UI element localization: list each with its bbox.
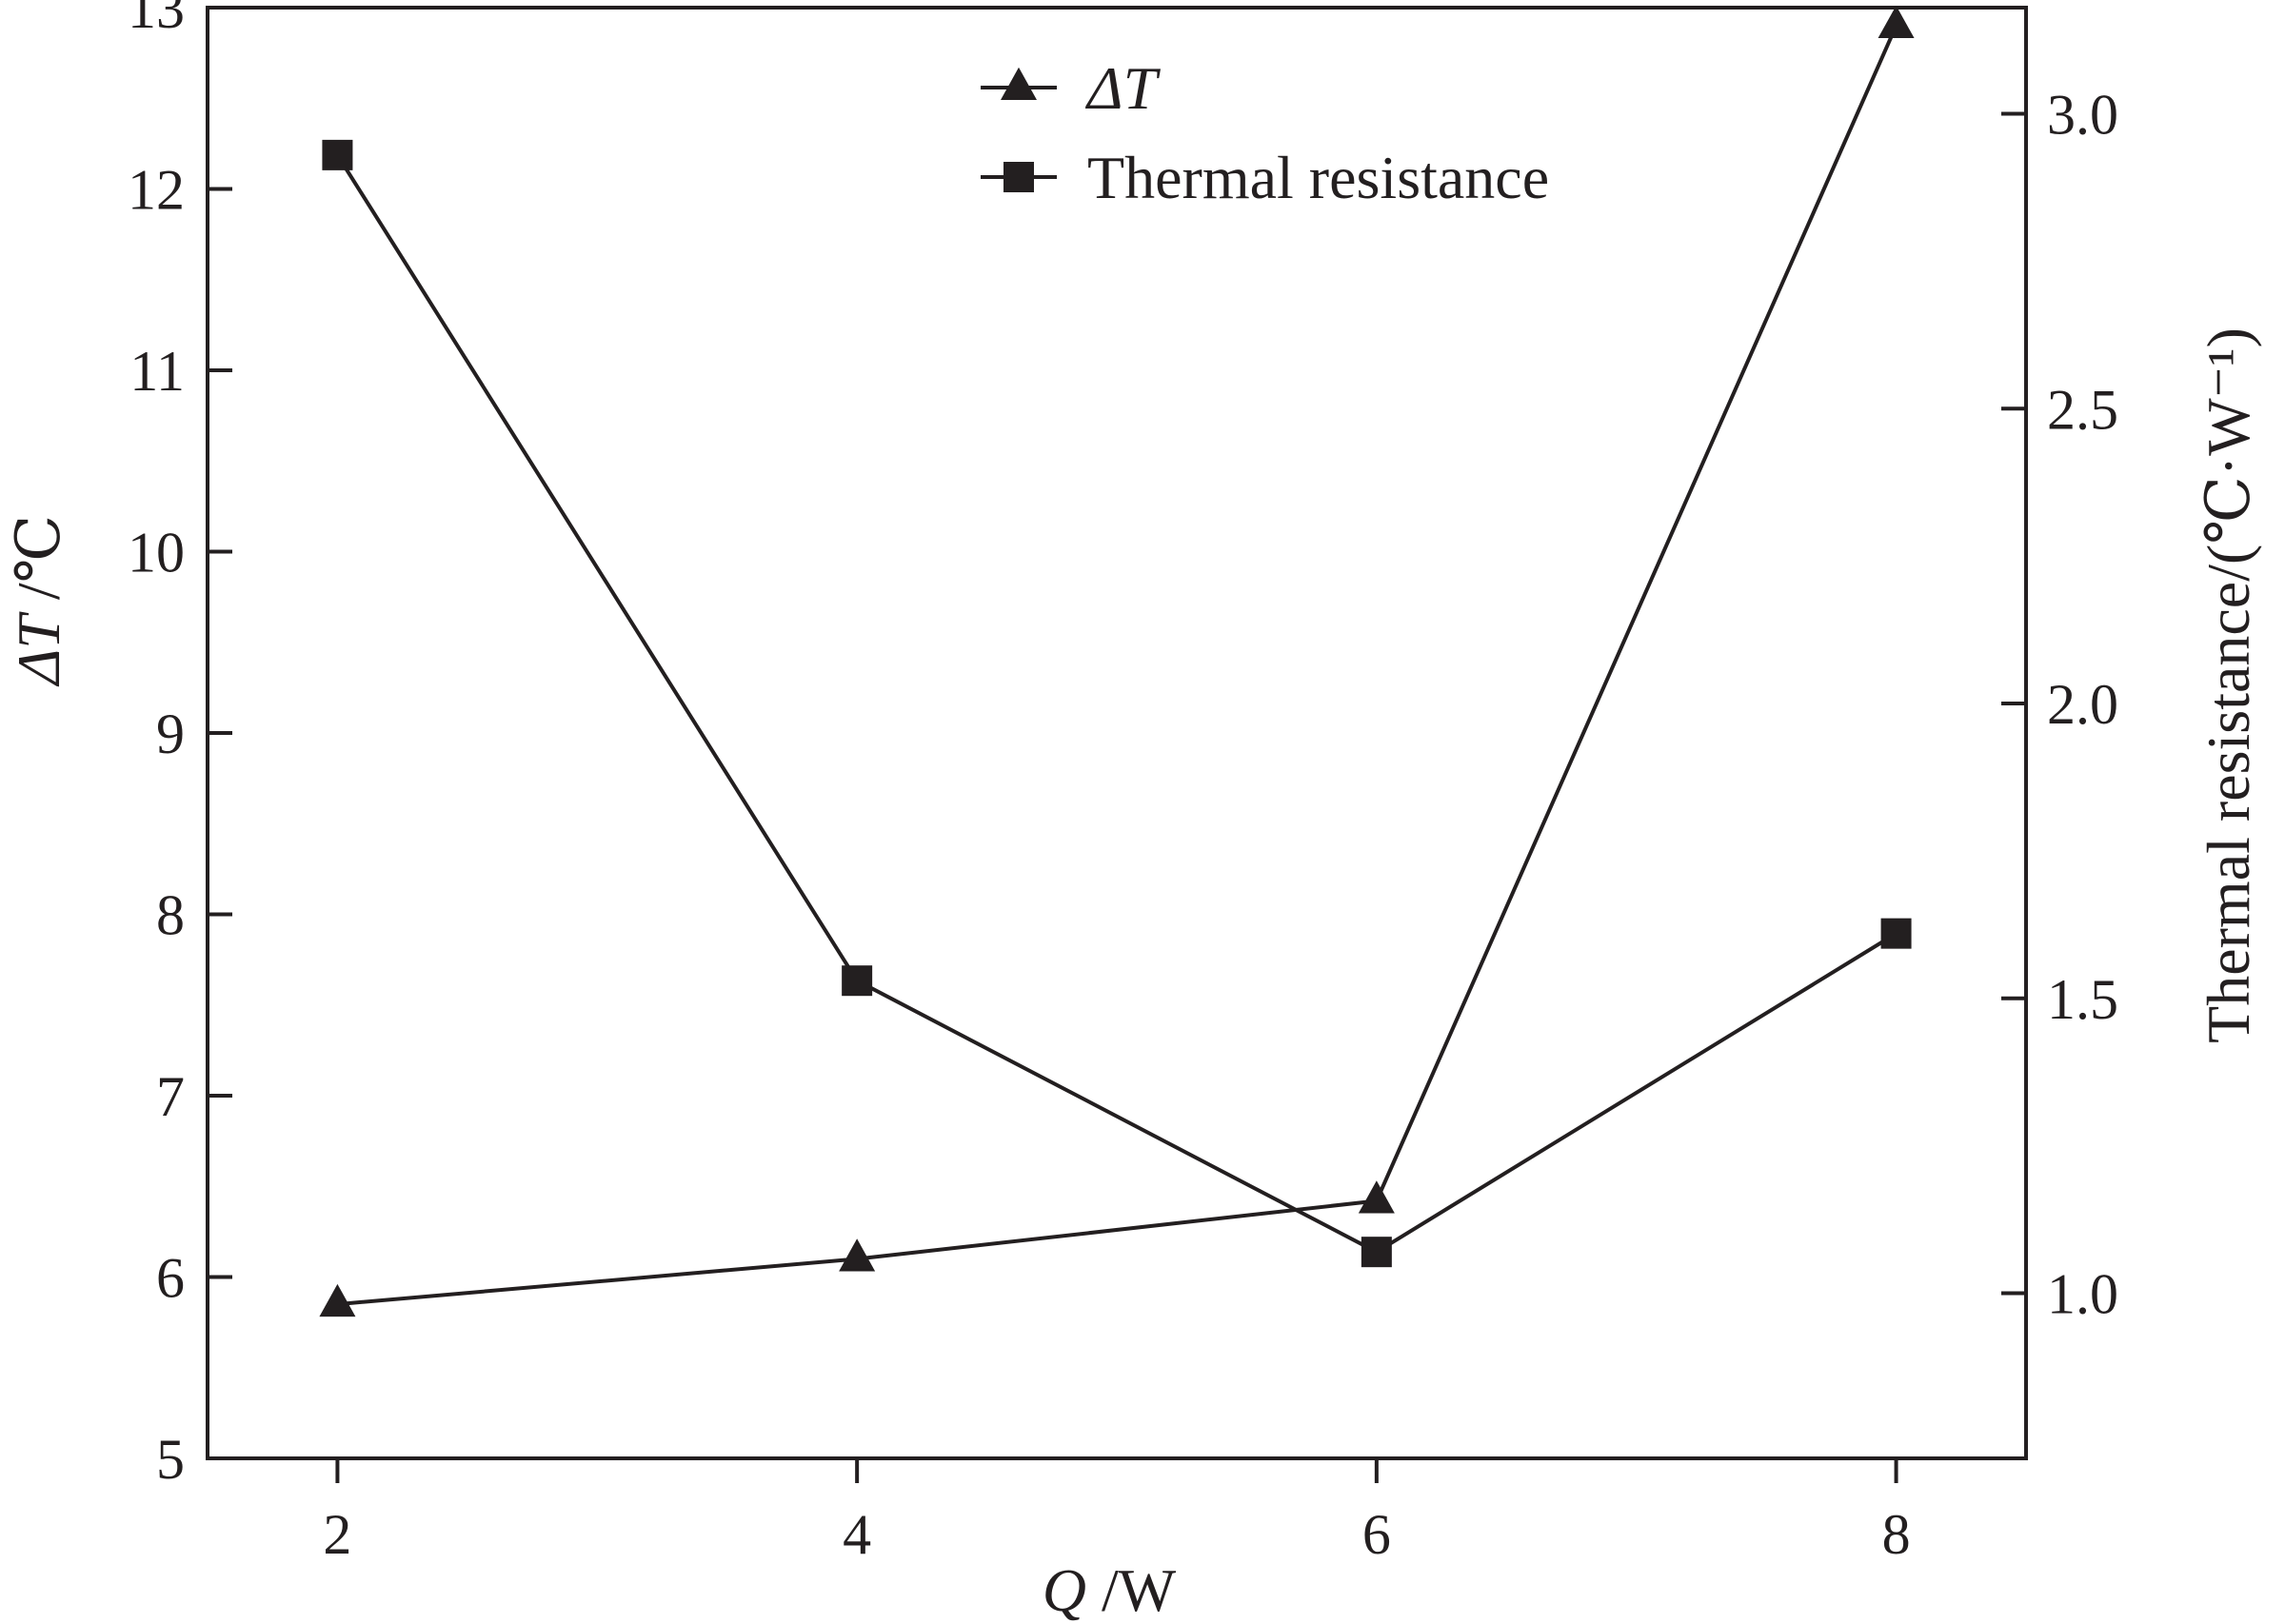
series-line-thermal-resistance bbox=[335, 153, 1898, 1255]
x-tick-label: 8 bbox=[1882, 1503, 1911, 1566]
data-point-delta-t bbox=[319, 1283, 356, 1317]
left-y-tick-label: 10 bbox=[128, 522, 185, 584]
x-tick-label: 2 bbox=[323, 1503, 351, 1566]
data-point-thermal-resistance bbox=[322, 139, 353, 170]
left-y-tick-label: 8 bbox=[156, 884, 185, 947]
left-y-axis-title: ΔT /℃ bbox=[5, 515, 72, 688]
legend: ΔT Thermal resistance bbox=[981, 54, 1549, 211]
x-axis-title-unit: /W bbox=[1086, 1556, 1177, 1624]
x-axis: 2 4 6 8 bbox=[323, 1458, 1911, 1566]
data-point-delta-t bbox=[1878, 5, 1915, 39]
legend-label-delta-t: ΔT bbox=[1084, 54, 1162, 122]
legend-marker-delta-t bbox=[1001, 67, 1037, 100]
plot-area-border bbox=[206, 6, 2028, 1460]
legend-label-thermal-resistance: Thermal resistance bbox=[1087, 144, 1549, 211]
left-y-tick-label: 9 bbox=[156, 703, 185, 765]
left-y-tick-label: 13 bbox=[128, 0, 185, 40]
x-tick-label: 6 bbox=[1362, 1503, 1391, 1566]
x-axis-title-var: Q bbox=[1043, 1556, 1086, 1624]
left-y-tick-label: 12 bbox=[128, 159, 185, 222]
data-point-delta-t bbox=[1358, 1180, 1395, 1214]
right-y-tick-label: 3.0 bbox=[2047, 84, 2118, 147]
left-y-tick-label: 5 bbox=[156, 1428, 185, 1491]
plot-frame bbox=[206, 6, 2028, 1460]
right-y-tick-label: 1.5 bbox=[2047, 968, 2118, 1031]
x-tick-label: 4 bbox=[843, 1503, 871, 1566]
right-y-axis-title: Thermal resistance/(℃·W⁻¹) bbox=[2195, 327, 2262, 1043]
left-y-axis: 5 6 7 8 9 10 11 12 13 bbox=[128, 0, 232, 1491]
left-y-tick-label: 11 bbox=[129, 340, 185, 403]
right-y-tick-label: 1.0 bbox=[2047, 1263, 2118, 1326]
series-line-delta-t bbox=[337, 25, 1898, 1307]
left-y-tick-label: 7 bbox=[156, 1065, 185, 1128]
series-layer bbox=[319, 5, 1915, 1317]
left-y-axis-title-var: ΔT bbox=[5, 611, 72, 688]
left-y-tick-label: 6 bbox=[156, 1247, 185, 1310]
data-point-thermal-resistance bbox=[1361, 1237, 1392, 1268]
data-point-delta-t bbox=[839, 1238, 876, 1272]
right-y-tick-label: 2.0 bbox=[2047, 673, 2118, 736]
right-y-axis: 1.0 1.5 2.0 2.5 3.0 bbox=[2001, 84, 2118, 1326]
right-y-tick-label: 2.5 bbox=[2047, 378, 2118, 441]
data-point-thermal-resistance bbox=[1880, 918, 1912, 949]
legend-marker-thermal-resistance bbox=[1003, 162, 1034, 192]
data-point-thermal-resistance bbox=[842, 965, 873, 997]
x-axis-title: Q /W bbox=[1043, 1556, 1177, 1624]
left-y-axis-title-unit: /℃ bbox=[5, 515, 72, 615]
